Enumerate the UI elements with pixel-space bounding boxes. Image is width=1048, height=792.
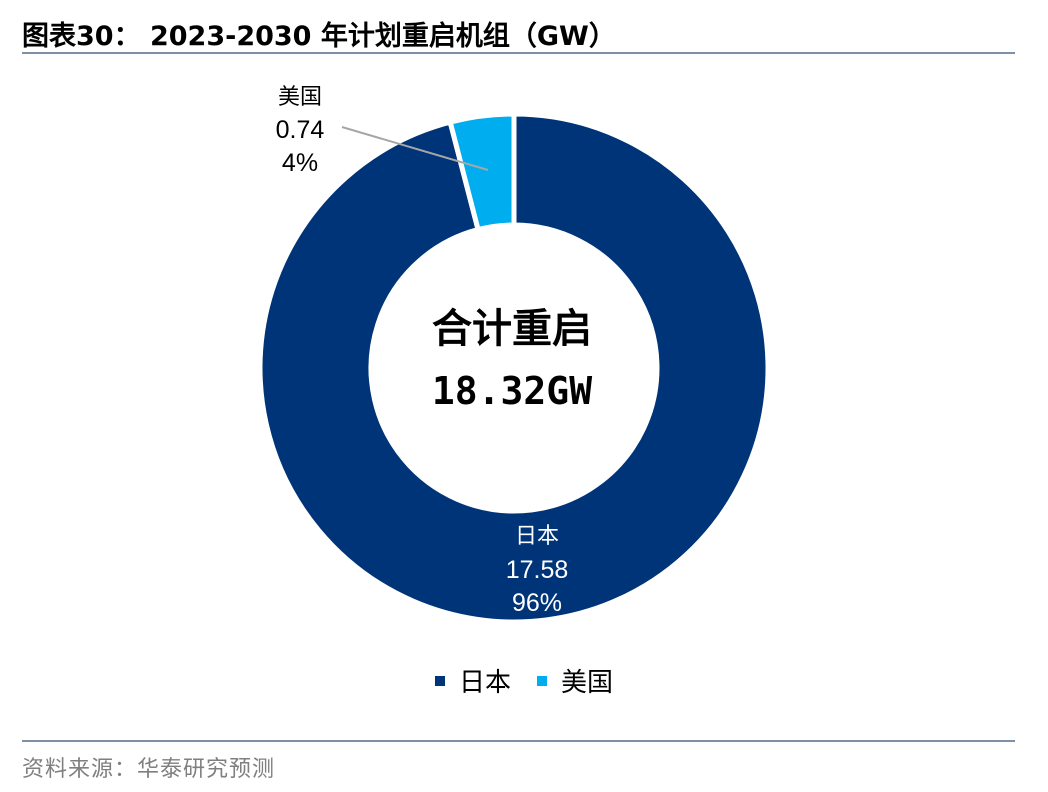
- slice-japan: [257, 111, 771, 625]
- title-divider: [22, 52, 1015, 54]
- legend-item-japan: 日本: [434, 662, 511, 699]
- center-label-value: 18.32GW: [432, 369, 592, 413]
- legend-label-japan: 日本: [458, 668, 511, 698]
- source-note: 资料来源：华泰研究预测: [22, 757, 276, 782]
- slice-usa: [447, 111, 517, 233]
- legend-swatch-japan: [434, 675, 445, 686]
- data-label-usa-value: 0.74: [276, 116, 325, 144]
- legend: 日本 美国: [0, 662, 1048, 699]
- center-label-title: 合计重启: [432, 305, 592, 352]
- data-label-japan-percent: 96%: [512, 589, 562, 617]
- legend-item-usa: 美国: [537, 662, 613, 699]
- legend-swatch-usa: [537, 675, 547, 686]
- chart-title: 图表30： 2023-2030 年计划重启机组（GW）: [22, 21, 616, 52]
- leader-line-usa: [341, 126, 489, 171]
- data-label-usa-percent: 4%: [282, 149, 318, 177]
- data-label-japan-name: 日本: [515, 524, 559, 549]
- data-label-usa-name: 美国: [278, 85, 322, 110]
- footer-divider: [22, 740, 1015, 742]
- legend-label-usa: 美国: [561, 668, 614, 698]
- data-label-japan-value: 17.58: [506, 556, 569, 584]
- slices-group: [257, 111, 771, 625]
